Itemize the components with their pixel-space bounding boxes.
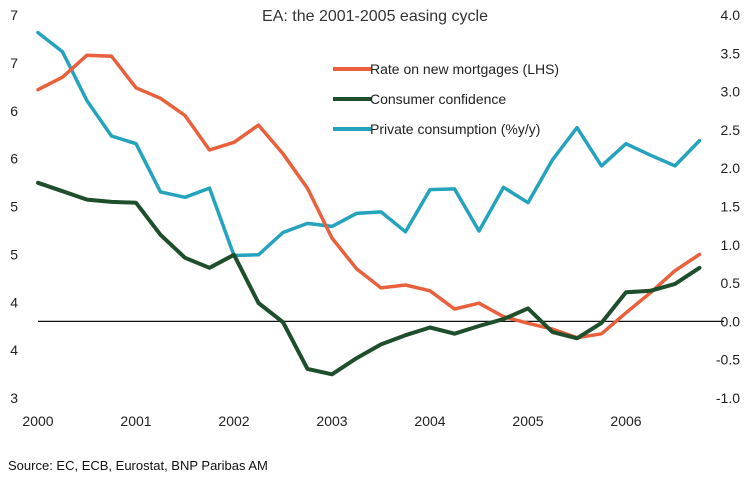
x-tick-label: 2003 <box>316 413 347 429</box>
legend-label: Consumer confidence <box>370 91 506 107</box>
legend-label: Private consumption (%y/y) <box>370 121 540 137</box>
x-axis: 2000 2001 2002 2003 2004 2005 2006 <box>22 413 641 429</box>
source-note: Source: EC, ECB, Eurostat, BNP Paribas A… <box>8 458 268 473</box>
x-tick-label: 2005 <box>512 413 543 429</box>
right-tick-label: 2.0 <box>721 160 741 176</box>
right-tick-label: 4.0 <box>721 7 741 23</box>
right-tick-label: 1.5 <box>721 199 741 215</box>
x-tick-label: 2000 <box>22 413 53 429</box>
legend: Rate on new mortgages (LHS) Consumer conf… <box>333 61 559 137</box>
left-tick-label: 4 <box>10 294 18 310</box>
left-tick-label: 5 <box>10 199 18 215</box>
left-tick-label: 7 <box>10 55 18 71</box>
left-tick-label: 6 <box>10 151 18 167</box>
series-line-private-consumption-y-y <box>36 30 702 258</box>
left-tick-label: 5 <box>10 246 18 262</box>
x-tick-label: 2004 <box>414 413 445 429</box>
left-tick-label: 6 <box>10 103 18 119</box>
series-line-rate-on-new-mortgages-lhs <box>36 53 702 340</box>
right-tick-label: 0.5 <box>721 275 741 291</box>
left-tick-label: 4 <box>10 342 18 358</box>
left-axis: 3 4 4 5 5 6 6 7 7 <box>10 7 18 406</box>
right-axis: -1.0 -0.5 0.0 0.5 1.0 1.5 2.0 2.5 3.0 3.5 4.0 <box>716 7 740 406</box>
series-layer <box>36 30 702 377</box>
right-tick-label: 1.0 <box>721 237 741 253</box>
left-tick-label: 3 <box>10 390 18 406</box>
right-tick-label: -1.0 <box>716 390 740 406</box>
legend-label: Rate on new mortgages (LHS) <box>370 61 559 77</box>
right-tick-label: 3.5 <box>721 45 741 61</box>
right-tick-label: 0.0 <box>721 313 741 329</box>
chart-title: EA: the 2001-2005 easing cycle <box>262 8 488 25</box>
series-line-consumer-confidence <box>36 180 702 377</box>
left-tick-label: 7 <box>10 7 18 23</box>
right-tick-label: -0.5 <box>716 352 740 368</box>
x-tick-label: 2002 <box>218 413 249 429</box>
x-tick-label: 2001 <box>120 413 151 429</box>
right-tick-label: 3.0 <box>721 84 741 100</box>
x-tick-label: 2006 <box>610 413 641 429</box>
right-tick-label: 2.5 <box>721 122 741 138</box>
